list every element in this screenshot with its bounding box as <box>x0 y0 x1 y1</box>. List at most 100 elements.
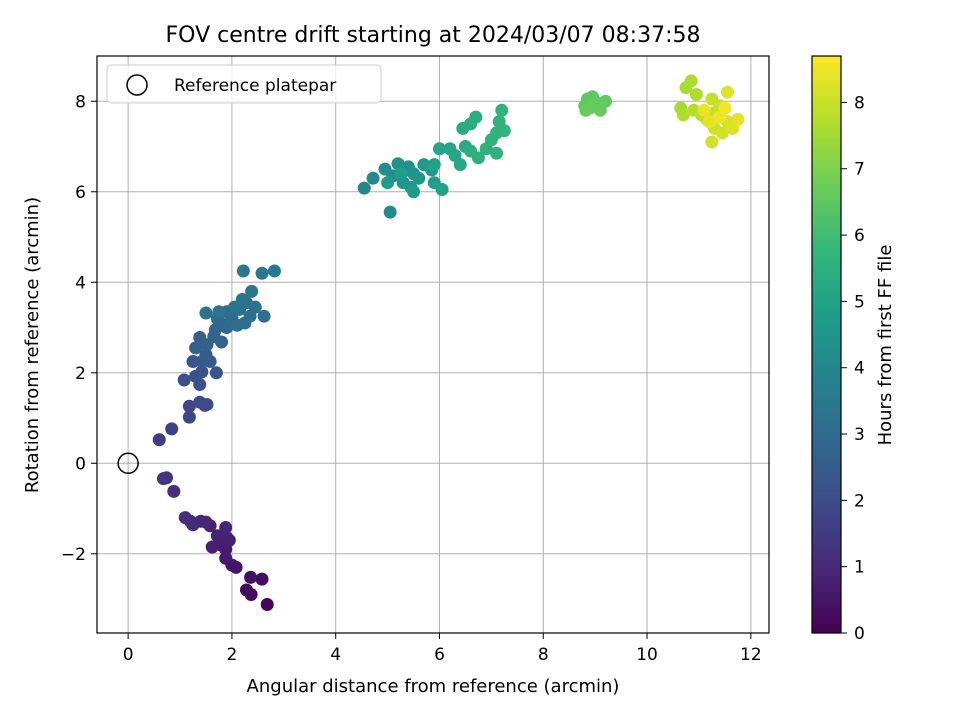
legend: Reference platepar <box>106 64 382 104</box>
data-point <box>177 373 191 387</box>
data-point <box>497 124 511 138</box>
data-point <box>219 551 233 565</box>
colorbar-tick-label: 8 <box>854 93 865 113</box>
data-point <box>490 146 504 160</box>
x-axis-ticks: 0 2 4 6 8 10 12 <box>123 633 762 665</box>
x-tick-label: 10 <box>636 645 658 665</box>
data-point <box>152 433 166 447</box>
y-tick-label: 4 <box>75 273 86 293</box>
colorbar-label: Hours from first FF file <box>875 245 896 446</box>
colorbar-frame <box>811 55 842 634</box>
data-point <box>412 171 426 185</box>
data-point <box>684 74 698 88</box>
data-point <box>255 266 269 280</box>
data-point <box>469 110 483 124</box>
data-points <box>152 74 745 611</box>
legend-reference-marker <box>126 74 148 96</box>
data-point <box>676 108 690 122</box>
x-tick-label: 8 <box>538 645 549 665</box>
chart-title: FOV centre drift starting at 2024/03/07 … <box>166 23 701 48</box>
data-point <box>205 540 219 554</box>
legend-box <box>106 64 382 104</box>
data-point <box>236 264 250 278</box>
data-point <box>215 335 229 349</box>
x-tick-label: 12 <box>740 645 762 665</box>
data-point <box>435 183 449 197</box>
data-point <box>209 366 223 380</box>
data-point <box>471 151 485 165</box>
data-point <box>391 157 405 171</box>
x-axis-label: Angular distance from reference (arcmin) <box>247 676 620 697</box>
data-point <box>244 588 258 602</box>
colorbar-tick-label: 0 <box>854 624 865 644</box>
data-point <box>357 181 371 195</box>
x-tick-label: 6 <box>434 645 445 665</box>
data-point <box>195 365 209 379</box>
data-point <box>178 511 192 525</box>
reference-marker-group <box>117 452 139 475</box>
data-point <box>495 103 509 117</box>
legend-entry-reference: Reference platepar <box>174 76 336 96</box>
data-point <box>244 570 258 584</box>
data-point <box>731 112 745 126</box>
data-point <box>220 321 234 335</box>
colorbar-tick-label: 3 <box>854 425 865 445</box>
y-tick-label: −2 <box>61 545 86 565</box>
data-point <box>593 103 607 117</box>
data-point <box>432 142 446 156</box>
colorbar-tick-label: 4 <box>854 359 865 379</box>
data-point <box>260 597 274 611</box>
colorbar-tick-label: 6 <box>854 226 865 246</box>
data-point <box>165 422 179 436</box>
data-point <box>255 572 269 586</box>
data-point <box>715 126 729 140</box>
grid <box>97 56 769 633</box>
colorbar-tick-label: 7 <box>854 160 865 180</box>
x-tick-label: 2 <box>227 645 238 665</box>
colorbar-ticks: 0 1 2 3 4 5 6 7 8 <box>841 93 865 644</box>
data-point <box>394 167 408 181</box>
x-tick-label: 4 <box>330 645 341 665</box>
y-axis-ticks: −2 0 2 4 6 8 <box>61 92 97 565</box>
data-point <box>198 398 212 412</box>
colorbar-tick-label: 2 <box>854 491 865 511</box>
colorbar: 0 1 2 3 4 5 6 7 8 Hours from first FF file <box>811 55 896 644</box>
data-point <box>257 309 271 323</box>
y-tick-label: 0 <box>75 454 86 474</box>
y-axis-label: Rotation from reference (arcmin) <box>22 197 43 493</box>
data-point <box>702 115 716 129</box>
data-point <box>167 484 181 498</box>
data-point <box>366 171 380 185</box>
data-point <box>689 87 703 101</box>
data-point <box>705 135 719 149</box>
plot-frame <box>96 55 770 634</box>
x-tick-label: 0 <box>123 645 134 665</box>
data-point <box>383 205 397 219</box>
data-point <box>210 529 224 543</box>
data-point <box>156 472 170 486</box>
colorbar-gradient <box>812 56 841 633</box>
y-tick-label: 2 <box>75 364 86 384</box>
colorbar-tick-label: 5 <box>854 292 865 312</box>
colorbar-tick-label: 1 <box>854 558 865 578</box>
data-point <box>718 101 732 115</box>
data-point <box>381 176 395 190</box>
data-point <box>235 292 249 306</box>
data-point <box>199 348 213 362</box>
data-point <box>453 158 467 172</box>
data-point <box>189 341 203 355</box>
data-point <box>720 85 734 99</box>
data-point <box>427 158 441 172</box>
data-point <box>248 300 262 314</box>
data-point <box>182 410 196 424</box>
reference-marker <box>117 452 139 475</box>
data-point <box>697 103 711 117</box>
data-point <box>267 264 281 278</box>
y-tick-label: 8 <box>75 92 86 112</box>
y-tick-label: 6 <box>75 183 86 203</box>
data-point <box>212 305 226 319</box>
data-point <box>219 521 233 535</box>
data-point <box>407 185 421 199</box>
